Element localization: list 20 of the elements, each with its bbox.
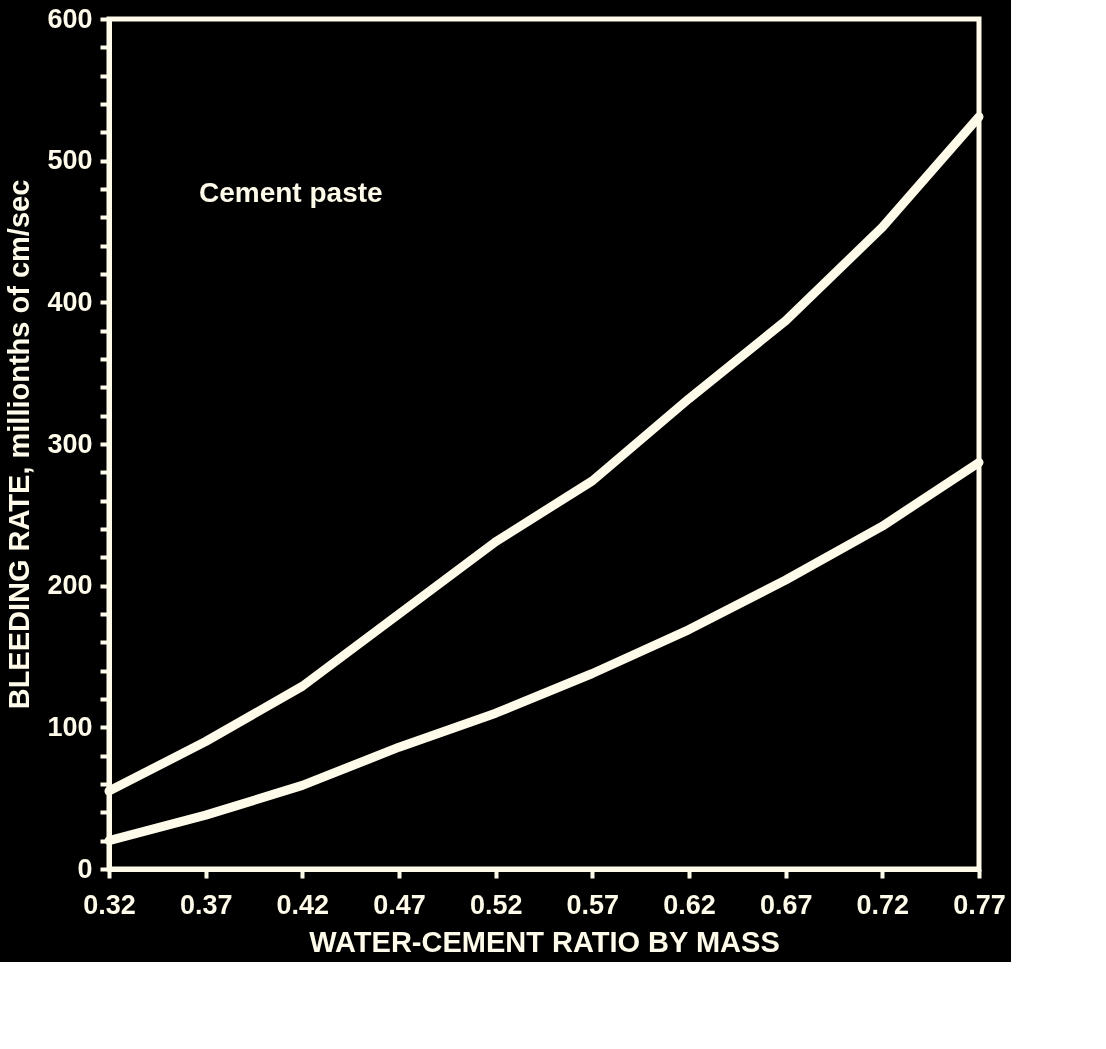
x-tick-label: 0.57 (566, 889, 620, 920)
y-tick-label: 300 (47, 428, 93, 459)
annotation: Cement paste (199, 177, 383, 208)
x-tick-label: 0.47 (373, 889, 426, 920)
x-axis-title: WATER-CEMENT RATIO BY MASS (309, 925, 780, 958)
y-tick-label: 100 (47, 711, 93, 742)
x-tick-label: 0.52 (469, 889, 523, 920)
y-tick-label: 0 (77, 853, 93, 884)
y-tick-label: 600 (47, 3, 93, 34)
x-tick-label: 0.72 (856, 889, 910, 920)
y-tick-label: 500 (47, 145, 93, 176)
x-tick-label: 0.32 (83, 889, 136, 920)
x-tick-label: 0.77 (953, 889, 1006, 920)
y-tick-label: 400 (47, 286, 93, 317)
y-axis-title: BLEEDING RATE, millionths of cm/sec (3, 179, 36, 710)
x-tick-label: 0.62 (663, 889, 716, 920)
x-tick-label: 0.42 (276, 889, 330, 920)
x-tick-label: 0.37 (179, 889, 233, 920)
y-tick-label: 200 (47, 570, 93, 601)
x-tick-label: 0.67 (759, 889, 813, 920)
